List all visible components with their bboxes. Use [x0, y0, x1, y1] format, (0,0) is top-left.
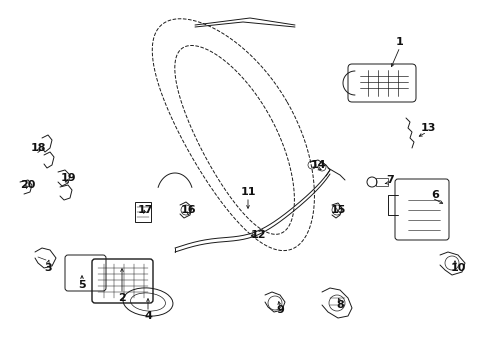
Text: 9: 9 [276, 305, 284, 315]
Text: 5: 5 [78, 280, 85, 290]
Bar [375, 178, 387, 186]
Text: 14: 14 [309, 160, 325, 170]
Text: 2: 2 [118, 293, 125, 303]
Text: 17: 17 [137, 205, 152, 215]
Text: 20: 20 [20, 180, 36, 190]
Text: 12: 12 [250, 230, 265, 240]
Text: 15: 15 [329, 205, 345, 215]
Text: 18: 18 [30, 143, 46, 153]
Bar [135, 202, 151, 222]
Text: 11: 11 [240, 187, 255, 197]
Text: 10: 10 [449, 263, 465, 273]
Text: 4: 4 [144, 311, 152, 321]
Text: 19: 19 [60, 173, 76, 183]
Text: 1: 1 [395, 37, 403, 47]
Text: 6: 6 [430, 190, 438, 200]
Text: 3: 3 [44, 263, 52, 273]
Text: 8: 8 [335, 300, 343, 310]
Text: 13: 13 [420, 123, 435, 133]
Text: 16: 16 [180, 205, 195, 215]
Text: 7: 7 [386, 175, 393, 185]
